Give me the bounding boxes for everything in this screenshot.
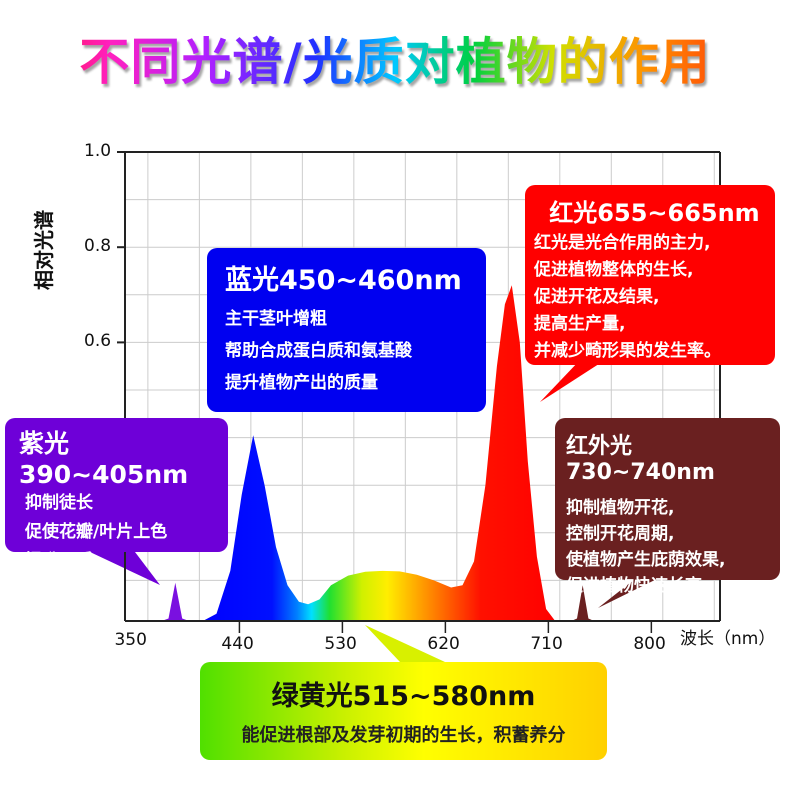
x-tick-label: 530: [324, 634, 357, 654]
x-tick-label: 620: [427, 634, 460, 654]
y-tick-label: 1.0: [84, 141, 112, 161]
callout-line: 提升品质: [25, 551, 93, 571]
y-tick-label: 0.6: [84, 331, 112, 352]
callout-line: 帮助合成蛋白质和氨基酸: [225, 341, 412, 361]
callout-red: 红光655~665nm 红光是光合作用的主力, 促进植物整体的生长, 促进开花及…: [525, 185, 775, 365]
callout-line: 促进植物快速长高。: [566, 576, 719, 596]
callout-line: 促进开花及结果,: [534, 287, 660, 307]
series-1-area: [202, 285, 556, 621]
series-2-area: [571, 585, 595, 621]
callout-green-yellow: 绿黄光515~580nm 能促进根部及发芽初期的生长，积蓄养分: [200, 662, 607, 760]
callout-line: 促进植物整体的生长,: [534, 260, 694, 280]
callout-heading: 紫光390~405nm: [19, 429, 189, 489]
page-title: 不同光谱/光质对植物的作用: [0, 22, 790, 94]
x-tick-label: 800: [633, 634, 666, 654]
callout-line: 能促进根部及发芽初期的生长，积蓄养分: [241, 725, 566, 746]
callout-line: 并减少畸形果的发生率。: [534, 341, 721, 361]
callout-pointer: [365, 625, 445, 662]
callout-heading: 红光655~665nm: [549, 199, 760, 227]
callout-violet: 紫光390~405nm 抑制徒长 促使花瓣/叶片上色 提升品质: [5, 418, 228, 571]
callout-heading: 红外光730~740nm: [566, 434, 715, 485]
callout-line: 控制开花周期,: [566, 524, 675, 544]
callout-blue: 蓝光450~460nm 主干茎叶增粗 帮助合成蛋白质和氨基酸 提升植物产出的质量: [207, 248, 486, 412]
callout-line: 抑制徒长: [25, 493, 93, 513]
callout-line: 使植物产生庇荫效果,: [566, 550, 726, 570]
callout-heading: 绿黄光515~580nm: [271, 681, 536, 712]
x-tick-label: 440: [221, 634, 254, 654]
x-tick-label: 710: [530, 634, 563, 654]
callout-line: 红光是光合作用的主力,: [534, 233, 711, 253]
x-axis-label: 波长（nm）: [680, 629, 776, 649]
y-axis-label: 相对光谱: [32, 210, 56, 290]
y-tick-label: 0.8: [84, 236, 112, 257]
callout-pointer: [598, 575, 665, 608]
callout-line: 促使花瓣/叶片上色: [25, 522, 168, 542]
x-tick-label: 350: [114, 630, 147, 650]
callout-pointer: [540, 360, 605, 402]
callout-line: 主干茎叶增粗: [225, 309, 327, 329]
callout-infrared: 红外光730~740nm 抑制植物开花, 控制开花周期, 使植物产生庇荫效果, …: [555, 418, 780, 596]
callout-line: 提高生产量,: [534, 314, 626, 334]
callout-line: 抑制植物开花,: [566, 498, 675, 518]
callout-line: 提升植物产出的质量: [225, 373, 378, 393]
callout-heading: 蓝光450~460nm: [225, 265, 462, 296]
series-0-area: [161, 582, 190, 621]
